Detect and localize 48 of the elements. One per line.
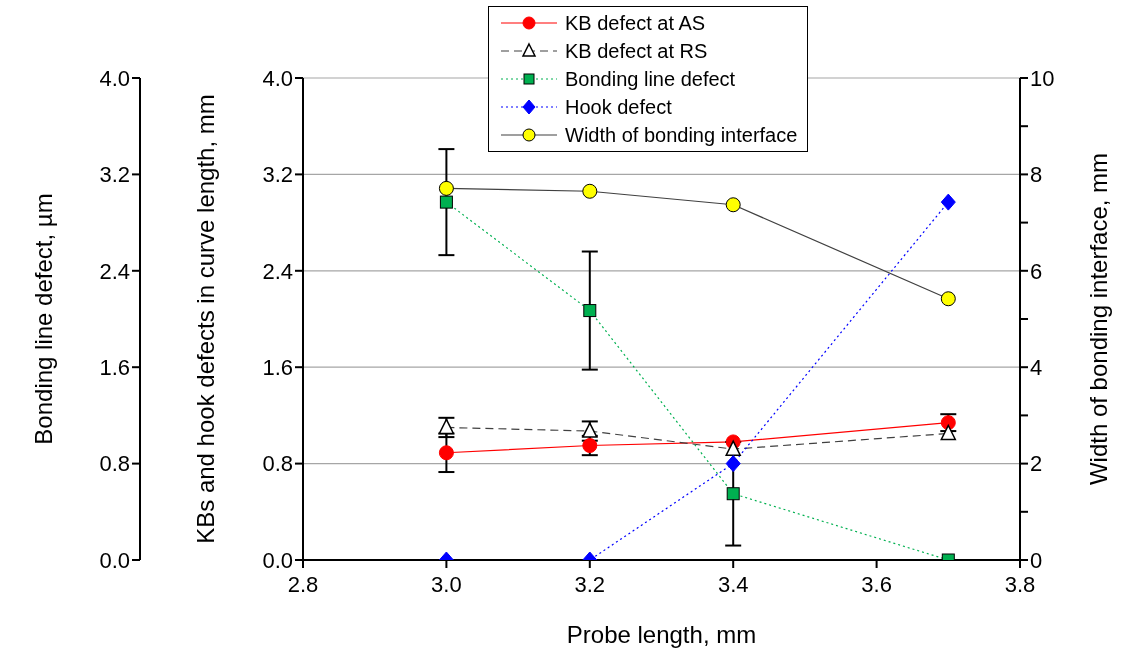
point [582, 438, 598, 454]
point [940, 193, 956, 211]
legend-label: Width of bonding interface [565, 123, 798, 147]
y-tick-label: 0.0 [262, 547, 293, 573]
y2-axis-title: Width of bonding interface, mm [1084, 152, 1112, 486]
y2-tick-label: 6 [1030, 258, 1043, 284]
point [582, 422, 598, 438]
point [726, 487, 740, 501]
point [725, 197, 741, 213]
point [940, 424, 957, 441]
y-axis-title: KBs and hook defects in curve length, mm [191, 94, 219, 544]
y3-tick-label: 3.2 [99, 162, 130, 188]
x-tick-label: 3.6 [861, 571, 892, 597]
y2-tick-label: 4 [1030, 355, 1043, 381]
x-tick-label: 3.4 [717, 571, 749, 597]
legend-label: Bonding line defect [565, 67, 736, 91]
y2-tick-label: 10 [1030, 65, 1055, 91]
point [725, 455, 741, 473]
y2-tick-label: 2 [1030, 451, 1043, 477]
x-tick-label: 3.0 [431, 571, 462, 597]
y3-tick-label: 0.0 [99, 547, 130, 573]
y-tick-label: 3.2 [262, 162, 293, 188]
y2-tick-label: 0 [1030, 547, 1043, 573]
x-tick-label: 3.8 [1004, 571, 1036, 597]
y2-tick-label: 8 [1030, 162, 1043, 188]
point [725, 440, 741, 456]
y3-tick-label: 0.8 [99, 451, 130, 477]
y3-tick-label: 2.4 [99, 258, 130, 284]
y-tick-label: 0.8 [262, 451, 293, 477]
x-tick-label: 3.2 [574, 571, 606, 597]
y-tick-label: 2.4 [262, 258, 293, 284]
legend-label: KB defect at AS [565, 11, 706, 35]
point [583, 304, 597, 318]
point [940, 291, 956, 307]
y-tick-label: 1.6 [262, 355, 293, 381]
x-axis-title: Probe length, mm [566, 621, 757, 648]
point [582, 183, 598, 199]
point [438, 418, 455, 435]
y3-tick-label: 4.0 [99, 65, 130, 91]
legend-label: KB defect at RS [565, 39, 708, 63]
y3-axis-title: Bonding line defect, µm [29, 193, 57, 445]
y-tick-label: 4.0 [262, 65, 293, 91]
point [438, 180, 454, 196]
point [438, 445, 454, 461]
y3-tick-label: 1.6 [99, 355, 130, 381]
point [439, 195, 453, 209]
legend-label: Hook defect [565, 95, 672, 119]
x-tick-label: 2.8 [287, 571, 319, 597]
